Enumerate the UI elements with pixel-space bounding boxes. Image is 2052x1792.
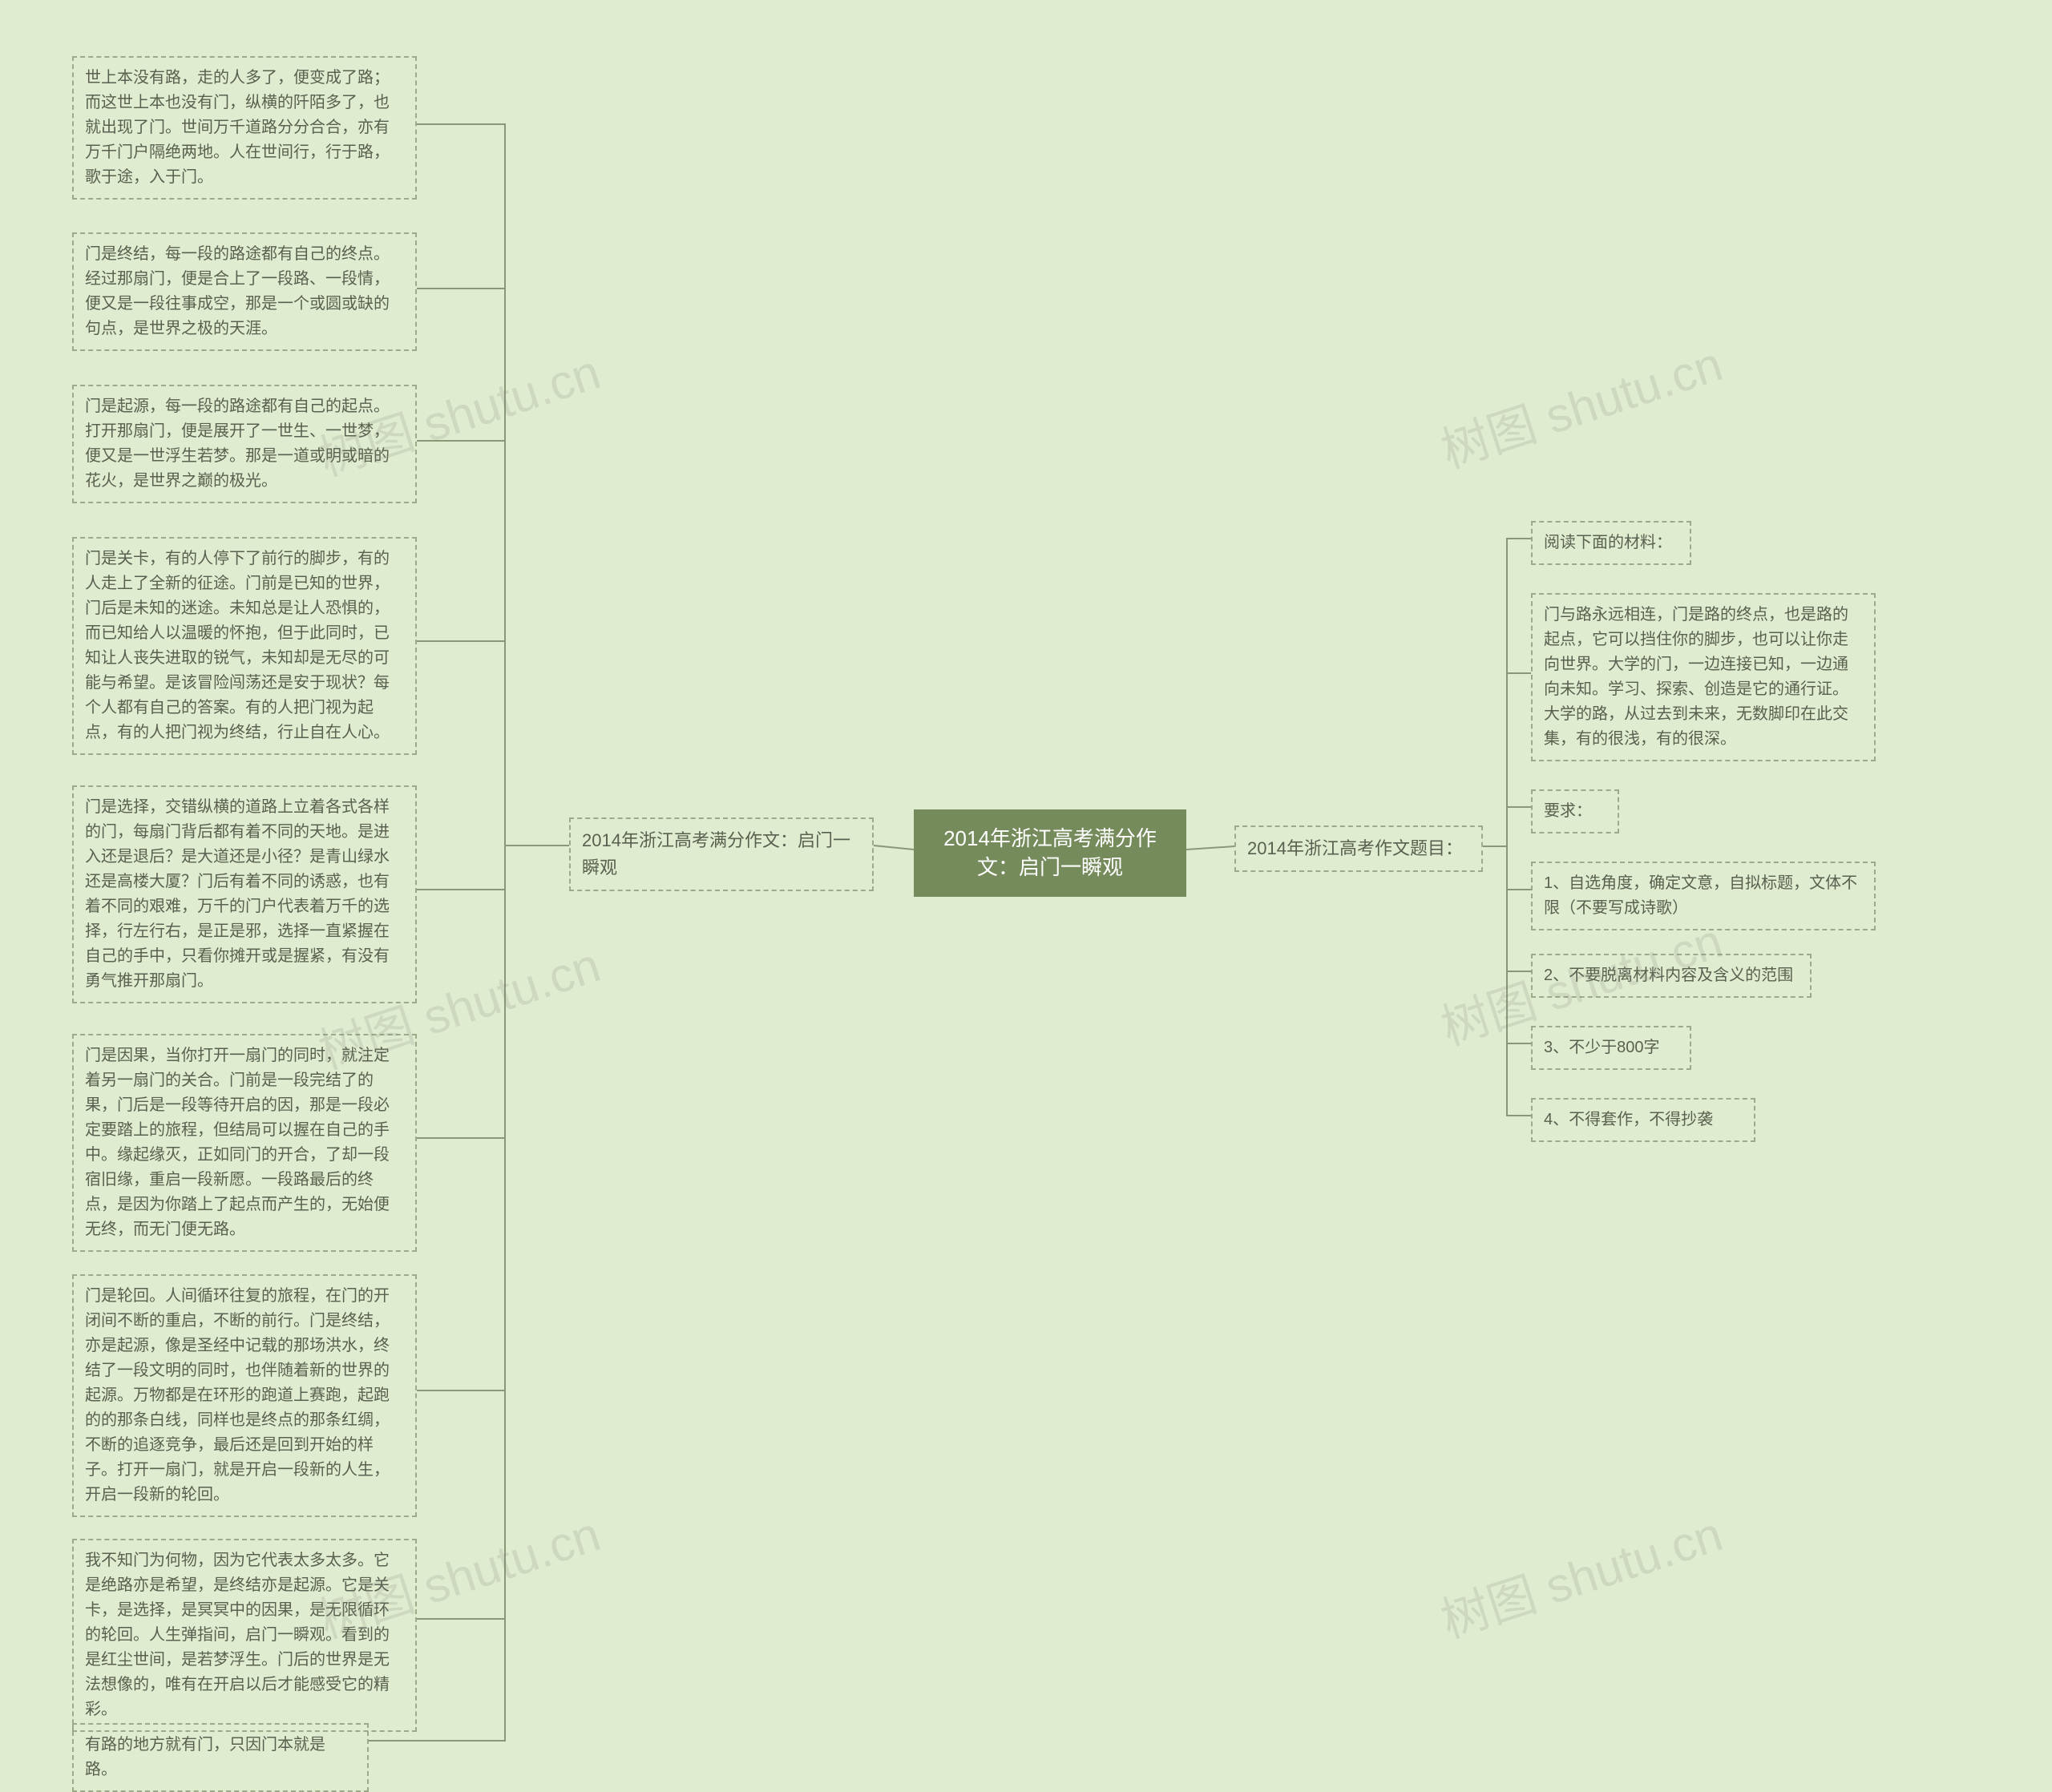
right-leaf-2: 要求： [1531, 789, 1619, 833]
root-node: 2014年浙江高考满分作文：启门一瞬观 [914, 809, 1186, 897]
left-leaf-8: 有路的地方就有门，只因门本就是路。 [72, 1723, 369, 1792]
left-leaf-2: 门是起源，每一段的路途都有自己的起点。打开那扇门，便是展开了一世生、一世梦，便又… [72, 385, 417, 503]
left-leaf-6: 门是轮回。人间循环往复的旅程，在门的开闭间不断的重启，不断的前行。门是终结，亦是… [72, 1274, 417, 1517]
right-leaf-1: 门与路永远相连，门是路的终点，也是路的起点，它可以挡住你的脚步，也可以让你走向世… [1531, 593, 1876, 761]
left-leaf-5: 门是因果，当你打开一扇门的同时，就注定着另一扇门的关合。门前是一段完结了的果，门… [72, 1034, 417, 1252]
right-branch-label: 2014年浙江高考作文题目： [1234, 825, 1483, 872]
right-leaf-0: 阅读下面的材料： [1531, 521, 1691, 565]
watermark: 树图 shutu.cn [1431, 325, 1730, 482]
left-leaf-1: 门是终结，每一段的路途都有自己的终点。经过那扇门，便是合上了一段路、一段情，便又… [72, 232, 417, 351]
right-leaf-3: 1、自选角度，确定文意，自拟标题，文体不限（不要写成诗歌） [1531, 862, 1876, 930]
right-leaf-6: 4、不得套作，不得抄袭 [1531, 1098, 1755, 1142]
watermark: 树图 shutu.cn [1431, 1495, 1730, 1652]
left-leaf-7: 我不知门为何物，因为它代表太多太多。它是绝路亦是希望，是终结亦是起源。它是关卡，… [72, 1539, 417, 1732]
left-leaf-3: 门是关卡，有的人停下了前行的脚步，有的人走上了全新的征途。门前是已知的世界，门后… [72, 537, 417, 755]
right-leaf-4: 2、不要脱离材料内容及含义的范围 [1531, 954, 1812, 998]
left-leaf-0: 世上本没有路，走的人多了，便变成了路；而这世上本也没有门，纵横的阡陌多了，也就出… [72, 56, 417, 200]
left-leaf-4: 门是选择，交错纵横的道路上立着各式各样的门，每扇门背后都有着不同的天地。是进入还… [72, 785, 417, 1003]
right-leaf-5: 3、不少于800字 [1531, 1026, 1691, 1070]
left-branch-label: 2014年浙江高考满分作文：启门一瞬观 [569, 817, 874, 891]
